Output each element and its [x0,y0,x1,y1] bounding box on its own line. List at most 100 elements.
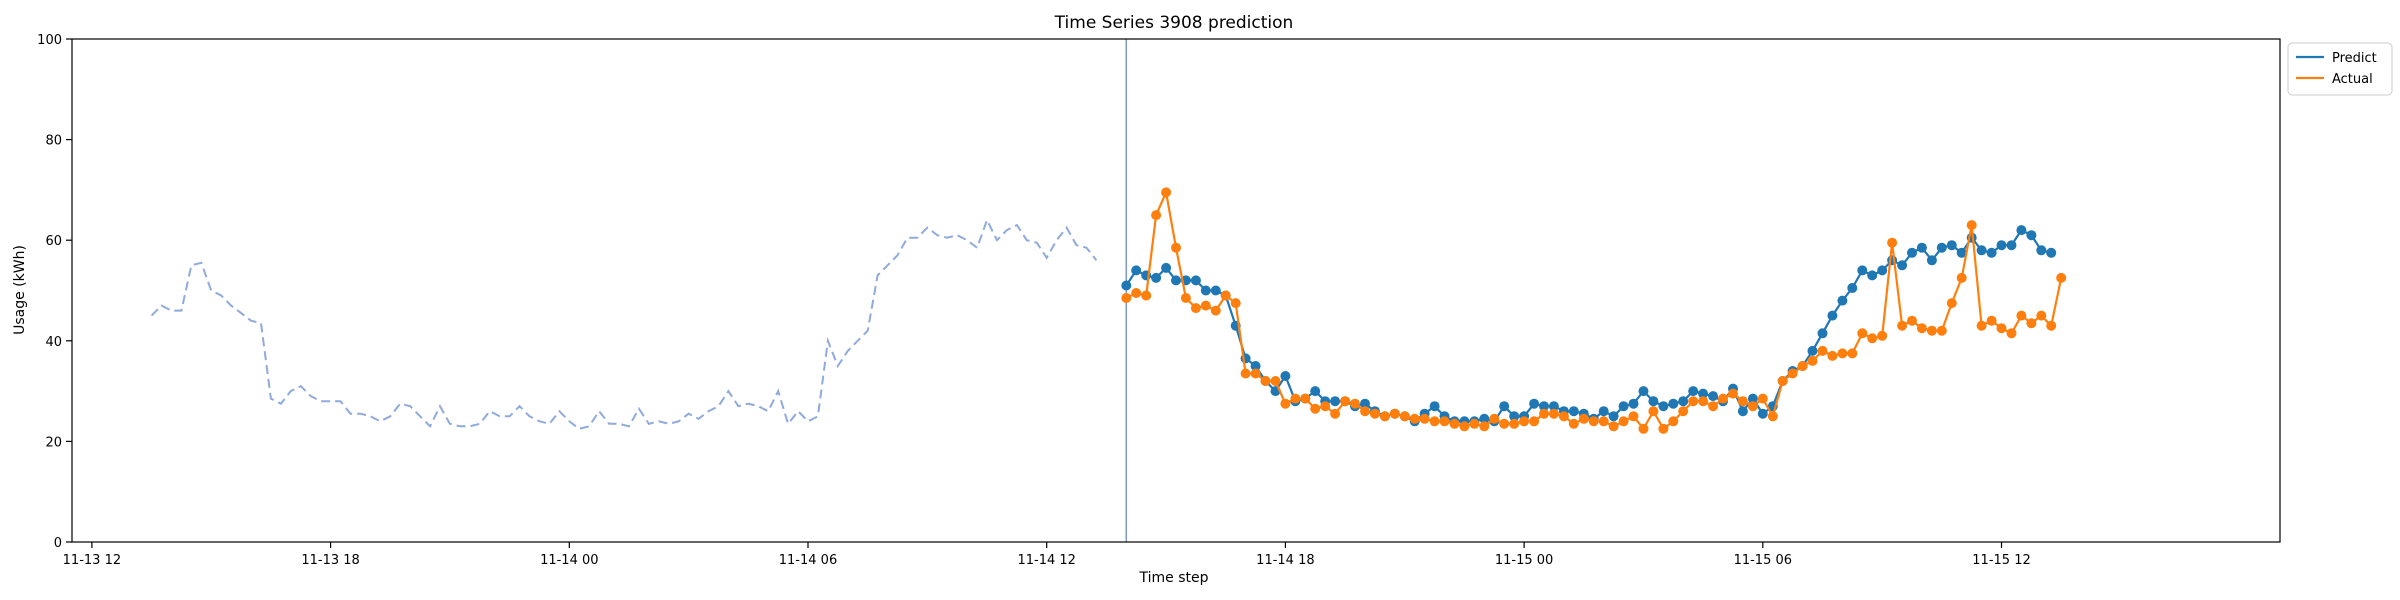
predict-point [1280,371,1291,381]
actual-point [1499,418,1510,429]
actual-point [1678,406,1689,417]
actual-point [1369,408,1380,419]
actual-point [1847,348,1858,359]
actual-point [1459,421,1470,432]
predict-point [1529,398,1540,409]
y-tick-label: 100 [37,33,62,48]
predict-point [1946,240,1957,251]
predict-point [1200,285,1211,296]
predict-point [1121,280,1132,291]
actual-point [1340,396,1351,407]
actual-point [1379,411,1390,422]
actual-point [1479,421,1490,432]
actual-point [1330,408,1341,419]
actual-point [1240,368,1251,379]
actual-point [1409,413,1420,424]
actual-point [1578,413,1589,424]
predict-point [2006,240,2017,251]
actual-point [1837,348,1848,359]
actual-point [1200,300,1211,311]
actual-point [2046,320,2057,331]
predict-point [1648,396,1659,407]
predict-point [1698,388,1709,399]
predict-point [1330,396,1341,407]
actual-point [1449,418,1460,429]
x-tick-label: 11-14 06 [779,553,837,568]
actual-point [1807,355,1818,366]
predict-point [1190,275,1201,286]
actual-point [1797,361,1808,371]
predict-point [1310,386,1321,397]
actual-point [1976,320,1987,331]
actual-point [1509,418,1520,429]
actual-point [1180,293,1191,303]
actual-point [1489,413,1500,424]
predict-point [1757,408,1768,419]
y-tick-label: 80 [45,134,62,149]
predict-point [1360,398,1370,409]
actual-point [1141,290,1152,301]
y-tick-label: 0 [54,536,62,551]
predict-point [1986,247,1997,258]
actual-point [1767,411,1778,422]
x-axis-label: Time step [1139,570,1209,586]
actual-point [1688,396,1699,407]
actual-point [1588,416,1599,427]
y-tick-label: 60 [45,234,62,249]
actual-point [1320,401,1331,412]
actual-point [1171,242,1181,253]
predict-point [1907,247,1917,258]
legend: Predict Actual [2287,42,2393,96]
predict-point [2046,247,2057,258]
predict-point [1678,396,1689,407]
actual-series-line [1125,188,2063,431]
predict-point [2016,225,2027,236]
actual-point [1260,376,1271,386]
actual-point [1658,423,1669,434]
actual-point [1827,350,1838,361]
predict-point [1807,345,1818,356]
actual-point [2036,310,2047,321]
y-axis-label: Usage (kWh) [12,245,28,335]
actual-point [2016,310,2027,321]
predict-point [1250,361,1261,371]
predict-point [1210,285,1221,296]
predict-point [1867,270,1878,281]
predict-point [1668,398,1679,409]
actual-point [1529,416,1540,427]
x-tick-label: 11-15 00 [1495,553,1553,568]
predict-point [1837,295,1848,306]
x-axis: 11-13 12 11-13 18 11-14 00 11-14 06 11-14 12… [63,542,2031,568]
predict-point [1996,240,2007,251]
predict-point [1936,242,1947,253]
actual-point [1936,325,1947,336]
predict-point [1877,265,1888,276]
actual-point [1419,413,1430,424]
actual-point [1817,345,1828,356]
predict-point [1509,411,1520,422]
x-tick-label: 11-14 18 [1256,553,1314,568]
predict-point [1161,262,1172,273]
actual-point [1757,393,1768,404]
actual-point [1916,323,1927,334]
actual-point [1300,393,1311,404]
actual-point [1877,330,1888,341]
actual-point [1399,411,1410,422]
actual-point [1360,406,1370,417]
predict-point [1708,391,1719,402]
legend-label-predict: Predict [2332,51,2377,66]
actual-point [1121,293,1132,303]
actual-point [2056,272,2067,283]
actual-point [1608,421,1619,432]
y-tick-label: 40 [45,335,62,350]
predict-point [1747,393,1758,404]
actual-point [1718,393,1728,404]
predict-point [1131,265,1142,276]
actual-point [1548,408,1559,419]
actual-point [1728,388,1738,399]
predict-point [1479,413,1490,424]
predict-point [1638,386,1649,397]
actual-point [1310,403,1321,414]
actual-point [1648,406,1659,417]
predict-point [1926,255,1937,266]
